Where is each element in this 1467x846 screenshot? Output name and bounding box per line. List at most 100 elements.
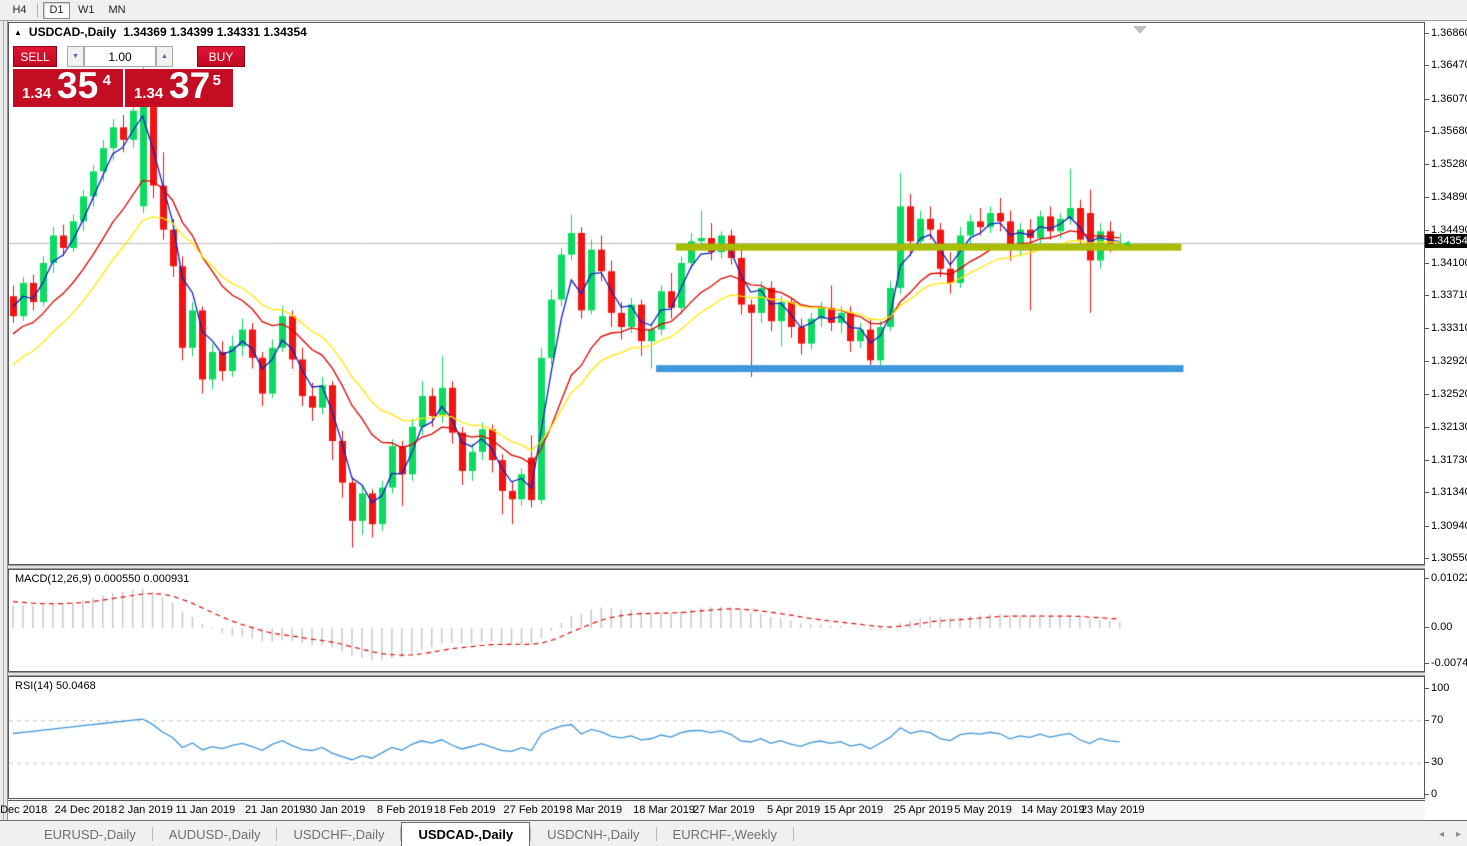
candlestick-chart-canvas[interactable]: [9, 23, 1424, 564]
buy-price-pip: 5: [212, 72, 221, 89]
date-axis-label: 8 Feb 2019: [377, 804, 433, 816]
macd-axis-label: 0.010229: [1425, 572, 1467, 584]
chart-tab-bar: EURUSD-,Daily AUDUSD-,Daily USDCHF-,Daily U…: [0, 820, 1467, 846]
docked-panel-edge[interactable]: [0, 21, 8, 820]
price-axis-label: 1.36070: [1425, 93, 1467, 105]
date-axis-label: 15 Apr 2019: [823, 804, 884, 816]
sell-button[interactable]: SELL: [13, 46, 57, 67]
tab-separator: [655, 827, 657, 841]
buy-price-box[interactable]: 1.34 37 5: [125, 65, 233, 107]
tab-usdcad-daily[interactable]: USDCAD-,Daily: [401, 822, 531, 846]
timeframe-button-mn[interactable]: MN: [108, 4, 126, 16]
price-axis-label: 1.30940: [1425, 520, 1467, 532]
rsi-axis-label: 30: [1425, 756, 1467, 768]
price-axis-label: 1.34100: [1425, 257, 1467, 269]
buy-button[interactable]: BUY: [197, 46, 245, 67]
price-axis-label: 1.35680: [1425, 125, 1467, 137]
price-axis-label: 1.31730: [1425, 454, 1467, 466]
sell-price-big: 35: [57, 65, 99, 106]
date-axis-label: 5 Apr 2019: [767, 804, 821, 816]
macd-axis-label: 0.00: [1425, 621, 1467, 633]
timeframe-button-group: H4 D1 W1 MN: [5, 1, 133, 19]
date-axis-label: 27 Mar 2019: [692, 804, 755, 816]
date-axis-label: 14 Dec 2018: [0, 804, 48, 816]
volume-increase-button[interactable]: ▲: [156, 46, 173, 67]
tab-separator: [530, 827, 532, 841]
chart-title: ▲ USDCAD-,Daily 1.34369 1.34399 1.34331 …: [14, 25, 307, 39]
rsi-axis-label: 70: [1425, 714, 1467, 726]
date-axis-label: 21 Jan 2019: [244, 804, 306, 816]
price-axis-label: 1.35280: [1425, 158, 1467, 170]
current-price-tag: 1.34354: [1425, 234, 1467, 249]
price-axis-label: 1.36860: [1425, 27, 1467, 39]
rsi-label: RSI(14) 50.0468: [15, 680, 96, 692]
date-axis-label: 18 Feb 2019: [433, 804, 496, 816]
date-axis-label: 2 Jan 2019: [118, 804, 173, 816]
ohlc-values: 1.34369 1.34399 1.34331 1.34354: [123, 25, 307, 39]
chart-tabs: EURUSD-,Daily AUDUSD-,Daily USDCHF-,Daily U…: [28, 822, 795, 846]
price-axis-label: 1.32130: [1425, 421, 1467, 433]
tab-separator: [151, 827, 153, 841]
buy-price-big: 37: [169, 65, 211, 106]
macd-indicator-pane[interactable]: MACD(12,26,9) 0.000550 0.000931: [8, 569, 1425, 672]
macd-label: MACD(12,26,9) 0.000550 0.000931: [15, 573, 190, 585]
symbol-period-label: USDCAD-,Daily: [28, 25, 117, 39]
tab-separator: [400, 827, 402, 841]
buy-price-prefix: 1.34: [134, 85, 164, 102]
date-axis-label: 11 Jan 2019: [175, 804, 236, 816]
price-axis-label: 1.32920: [1425, 355, 1467, 367]
rsi-chart-canvas[interactable]: [9, 677, 1424, 798]
rsi-axis-label: 0: [1425, 788, 1467, 800]
tab-separator: [793, 827, 795, 841]
one-click-collapse-icon[interactable]: ▲: [14, 27, 22, 37]
timeframe-button-w1[interactable]: W1: [78, 4, 95, 16]
date-axis-label: 27 Feb 2019: [503, 804, 566, 816]
one-click-trading-panel: SELL ▼ ▲ BUY 1.34 35 4 1.34 37 5: [13, 46, 245, 107]
tab-audusd-daily[interactable]: AUDUSD-,Daily: [168, 827, 261, 842]
date-axis-label: 5 May 2019: [954, 804, 1012, 816]
rsi-axis-label: 100: [1425, 682, 1467, 694]
timeframe-toolbar: H4 D1 W1 MN: [0, 0, 1467, 21]
date-axis-label: 18 Mar 2019: [633, 804, 695, 816]
price-axis-label: 1.34490: [1425, 224, 1467, 236]
tab-separator: [276, 827, 278, 841]
tab-eurusd-daily[interactable]: EURUSD-,Daily: [44, 827, 136, 842]
date-axis-label: 23 May 2019: [1080, 804, 1145, 816]
price-axis-label: 1.34890: [1425, 191, 1467, 203]
tab-scroll-buttons: ◂ ▸: [1439, 830, 1461, 840]
tab-usdchf-daily[interactable]: USDCHF-,Daily: [293, 827, 385, 842]
chart-shift-marker-icon[interactable]: [1133, 26, 1147, 34]
price-axis-label: 1.33310: [1425, 322, 1467, 334]
date-axis-label: 24 Dec 2018: [54, 804, 117, 816]
tab-eurchf-weekly[interactable]: EURCHF-,Weekly: [672, 827, 778, 842]
date-axis-label: 14 May 2019: [1021, 804, 1085, 816]
date-axis-label: 8 Mar 2019: [566, 804, 623, 816]
macd-chart-canvas[interactable]: [9, 570, 1424, 671]
price-axis-label: 1.31340: [1425, 486, 1467, 498]
tab-scroll-left-icon[interactable]: ◂: [1438, 829, 1444, 840]
sell-price-box[interactable]: 1.34 35 4: [13, 65, 123, 107]
price-axis[interactable]: 1.34354 1.36860 1.36470 1.36070 1.35680 1.35…: [1425, 21, 1467, 820]
tab-scroll-right-icon[interactable]: ▸: [1455, 829, 1461, 840]
volume-decrease-button[interactable]: ▼: [67, 46, 84, 67]
date-axis-label: 25 Apr 2019: [893, 804, 953, 816]
price-axis-label: 1.33710: [1425, 289, 1467, 301]
price-axis-label: 1.36470: [1425, 59, 1467, 71]
pane-splitter-rsi[interactable]: [8, 672, 1425, 676]
macd-axis-label: -0.007477: [1425, 657, 1467, 669]
price-axis-label: 1.32520: [1425, 388, 1467, 400]
price-axis-label: 1.30550: [1425, 552, 1467, 564]
sell-price-prefix: 1.34: [22, 85, 52, 102]
toolbar-separator: [37, 2, 38, 18]
volume-input[interactable]: [84, 46, 156, 67]
date-axis-label: 30 Jan 2019: [304, 804, 366, 816]
tab-usdcnh-daily[interactable]: USDCNH-,Daily: [547, 827, 640, 842]
sell-price-pip: 4: [102, 72, 111, 89]
pane-splitter-macd[interactable]: [8, 565, 1425, 569]
rsi-indicator-pane[interactable]: RSI(14) 50.0468: [8, 676, 1425, 799]
timeframe-button-h4[interactable]: H4: [12, 4, 27, 16]
timeframe-button-d1[interactable]: D1: [43, 1, 70, 19]
main-chart-pane[interactable]: [8, 22, 1425, 565]
